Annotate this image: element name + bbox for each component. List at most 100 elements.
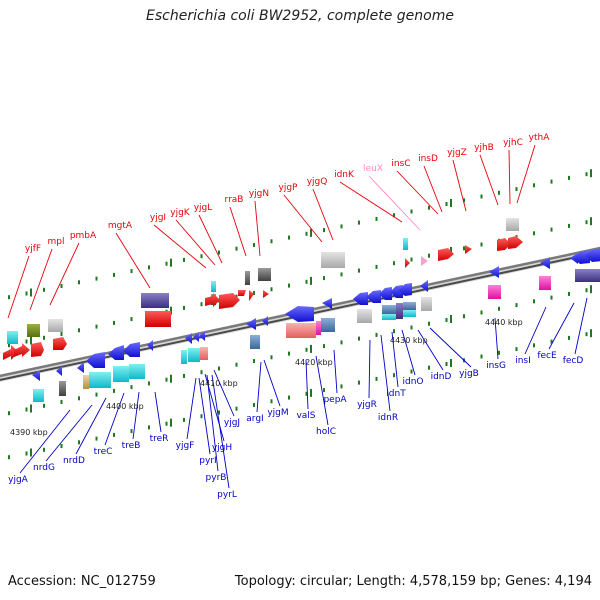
gene-glyph[interactable] xyxy=(129,364,145,379)
gene-label-yjgI[interactable]: yjgI xyxy=(150,213,166,223)
gene-glyph[interactable] xyxy=(145,311,171,327)
gene-label-yjgP[interactable]: yjgP xyxy=(279,183,299,193)
gene-glyph[interactable] xyxy=(200,347,208,360)
gene-glyph[interactable] xyxy=(48,319,63,332)
gene-glyph[interactable] xyxy=(33,389,44,402)
gene-label-argI[interactable]: argI xyxy=(246,414,263,424)
gene-label-nrdD[interactable]: nrdD xyxy=(63,456,85,466)
gene-label-pyrI[interactable]: pyrI xyxy=(199,456,216,466)
gene-glyph[interactable] xyxy=(465,245,472,254)
track-dot xyxy=(166,378,168,382)
track-tick xyxy=(310,389,312,397)
gene-glyph[interactable] xyxy=(188,348,200,362)
gene-glyph[interactable] xyxy=(27,324,40,337)
gene-glyph[interactable] xyxy=(7,331,18,344)
gene-label-yjgA[interactable]: yjgA xyxy=(8,475,29,485)
gene-label-yjgQ[interactable]: yjgQ xyxy=(307,177,328,187)
track-dot xyxy=(288,352,290,356)
gene-label-ythA[interactable]: ythA xyxy=(529,133,551,143)
track-tick xyxy=(310,345,312,353)
gene-glyph[interactable] xyxy=(396,303,403,319)
track-dot xyxy=(498,307,500,311)
gene-label-yjhB[interactable]: yjhB xyxy=(474,143,494,153)
gene-glyph[interactable] xyxy=(141,293,169,308)
gene-glyph[interactable] xyxy=(539,276,551,290)
gene-label-idnR[interactable]: idnR xyxy=(378,413,398,423)
gene-glyph[interactable] xyxy=(31,342,44,357)
gene-label-fecE[interactable]: fecE xyxy=(537,351,557,361)
gene-label-yjgF[interactable]: yjgF xyxy=(176,441,195,451)
gene-glyph[interactable] xyxy=(382,305,396,314)
gene-label-yjgB[interactable]: yjgB xyxy=(459,369,479,379)
gene-glyph[interactable] xyxy=(86,352,105,368)
gene-glyph[interactable] xyxy=(488,285,501,299)
gene-glyph[interactable] xyxy=(211,281,216,292)
gene-glyph[interactable] xyxy=(59,381,66,396)
gene-label-insD[interactable]: insD xyxy=(418,154,438,164)
gene-label-idnK[interactable]: idnK xyxy=(334,170,355,180)
gene-glyph[interactable] xyxy=(250,335,260,349)
gene-label-valS[interactable]: valS xyxy=(296,411,315,421)
gene-glyph[interactable] xyxy=(321,318,335,332)
gene-label-holC[interactable]: holC xyxy=(316,427,336,437)
callout-line xyxy=(176,220,215,265)
gene-label-insC[interactable]: insC xyxy=(391,159,410,169)
gene-glyph[interactable] xyxy=(181,350,187,364)
gene-label-yjgL[interactable]: yjgL xyxy=(194,203,213,213)
gene-glyph[interactable] xyxy=(14,343,30,357)
gene-label-insI[interactable]: insI xyxy=(515,356,531,366)
gene-label-treB[interactable]: treB xyxy=(122,441,141,451)
gene-label-yjgN[interactable]: yjgN xyxy=(249,189,269,199)
gene-glyph[interactable] xyxy=(403,310,416,317)
gene-glyph[interactable] xyxy=(316,321,321,335)
gene-label-idnT[interactable]: idnT xyxy=(386,389,406,399)
gene-label-fecD[interactable]: fecD xyxy=(563,356,584,366)
gene-label-pepA[interactable]: pepA xyxy=(323,395,347,405)
gene-glyph[interactable] xyxy=(238,290,246,296)
track-dot xyxy=(516,187,518,191)
gene-glyph[interactable] xyxy=(83,375,89,389)
gene-label-yjhC[interactable]: yjhC xyxy=(503,138,523,148)
gene-label-treC[interactable]: treC xyxy=(94,447,113,457)
gene-label-yjgR[interactable]: yjgR xyxy=(357,400,377,410)
callout-line xyxy=(549,303,574,349)
gene-glyph[interactable] xyxy=(258,268,271,281)
gene-glyph[interactable] xyxy=(403,238,408,250)
gene-label-insG[interactable]: insG xyxy=(486,361,506,371)
gene-label-mpl[interactable]: mpl xyxy=(48,237,65,247)
gene-glyph[interactable] xyxy=(357,309,372,323)
gene-label-idnO[interactable]: idnO xyxy=(402,377,423,387)
gene-glyph[interactable] xyxy=(405,258,410,268)
gene-label-pyrB[interactable]: pyrB xyxy=(206,473,227,483)
gene-label-pyrL[interactable]: pyrL xyxy=(217,490,237,500)
gene-glyph[interactable] xyxy=(53,337,67,350)
gene-glyph[interactable] xyxy=(263,290,269,298)
gene-label-yjgJ[interactable]: yjgJ xyxy=(224,418,240,428)
gene-label-mgtA[interactable]: mgtA xyxy=(108,221,133,231)
gene-glyph[interactable] xyxy=(89,372,111,388)
track-dot xyxy=(481,355,483,359)
gene-label-pmbA[interactable]: pmbA xyxy=(70,231,97,241)
gene-glyph[interactable] xyxy=(113,366,129,382)
gene-label-treR[interactable]: treR xyxy=(150,434,169,444)
gene-glyph[interactable] xyxy=(421,256,428,266)
gene-label-yjgZ[interactable]: yjgZ xyxy=(447,148,467,158)
gene-glyph[interactable] xyxy=(403,302,416,310)
gene-label-idnD[interactable]: idnD xyxy=(431,372,452,382)
gene-label-nrdG[interactable]: nrdG xyxy=(33,463,55,473)
gene-glyph[interactable] xyxy=(506,218,519,231)
gene-glyph[interactable] xyxy=(286,323,316,338)
gene-glyph[interactable] xyxy=(421,297,432,311)
gene-glyph[interactable] xyxy=(245,271,250,285)
gene-label-yjgM[interactable]: yjgM xyxy=(267,408,288,418)
gene-label-rraB[interactable]: rraB xyxy=(225,195,244,205)
gene-glyph[interactable] xyxy=(575,269,600,282)
track-dot xyxy=(306,280,308,284)
track-dot xyxy=(271,355,273,359)
gene-glyph[interactable] xyxy=(321,252,345,268)
gene-glyph[interactable] xyxy=(382,314,396,320)
gene-glyph[interactable] xyxy=(508,236,523,249)
gene-label-yjfF[interactable]: yjfF xyxy=(25,244,41,254)
gene-label-yjgK[interactable]: yjgK xyxy=(170,208,191,218)
gene-label-leuX[interactable]: leuX xyxy=(363,164,383,174)
